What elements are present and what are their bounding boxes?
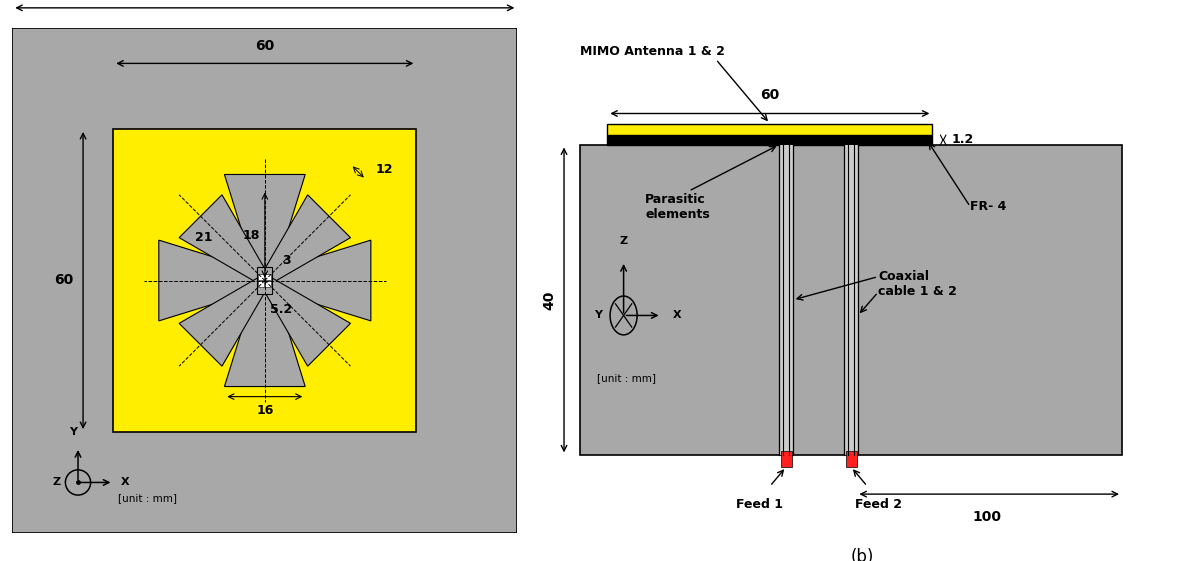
Bar (779, 145, 793, 456)
Text: (b): (b) (850, 549, 873, 561)
Polygon shape (225, 280, 305, 387)
Polygon shape (260, 276, 351, 366)
Text: Y: Y (594, 310, 601, 320)
Text: 5.2: 5.2 (270, 303, 292, 316)
Text: FR- 4: FR- 4 (970, 200, 1006, 213)
Text: [unit : mm]: [unit : mm] (119, 493, 178, 503)
Bar (266, 274, 272, 280)
Text: MIMO Antenna 1 & 2: MIMO Antenna 1 & 2 (580, 45, 725, 58)
Text: 3: 3 (282, 254, 291, 267)
Text: 40: 40 (541, 290, 556, 310)
Bar (845, 452, 857, 467)
Polygon shape (225, 174, 305, 280)
Polygon shape (260, 195, 351, 285)
Bar (607, 135, 932, 145)
Text: Z: Z (52, 477, 60, 488)
Text: 60: 60 (255, 39, 274, 53)
Polygon shape (179, 276, 270, 366)
Text: 100: 100 (972, 509, 1000, 523)
Bar (844, 145, 858, 456)
Bar (258, 268, 272, 293)
Text: [unit : mm]: [unit : mm] (597, 373, 656, 383)
Bar (258, 281, 264, 287)
Polygon shape (159, 240, 265, 321)
Text: 1.2: 1.2 (951, 134, 973, 146)
Polygon shape (265, 240, 371, 321)
Text: 16: 16 (257, 404, 273, 417)
Text: X: X (672, 310, 681, 320)
Text: Parasitic
elements: Parasitic elements (645, 193, 710, 220)
Text: 21: 21 (194, 232, 212, 245)
Bar (607, 123, 932, 135)
Text: Feed 1: Feed 1 (736, 498, 783, 511)
Bar (580, 145, 1122, 456)
Bar (266, 281, 272, 287)
Bar (780, 452, 791, 467)
Text: 60: 60 (54, 274, 73, 287)
Text: 18: 18 (242, 228, 260, 242)
Text: 12: 12 (375, 163, 393, 176)
Text: Coaxial
cable 1 & 2: Coaxial cable 1 & 2 (878, 270, 957, 298)
Text: 60: 60 (760, 88, 779, 102)
Bar (258, 274, 264, 280)
Bar (113, 129, 417, 432)
Text: Z: Z (619, 236, 627, 246)
Polygon shape (179, 195, 270, 285)
Text: Y: Y (69, 427, 77, 437)
Text: Feed 2: Feed 2 (855, 498, 902, 511)
Text: X: X (121, 477, 129, 488)
